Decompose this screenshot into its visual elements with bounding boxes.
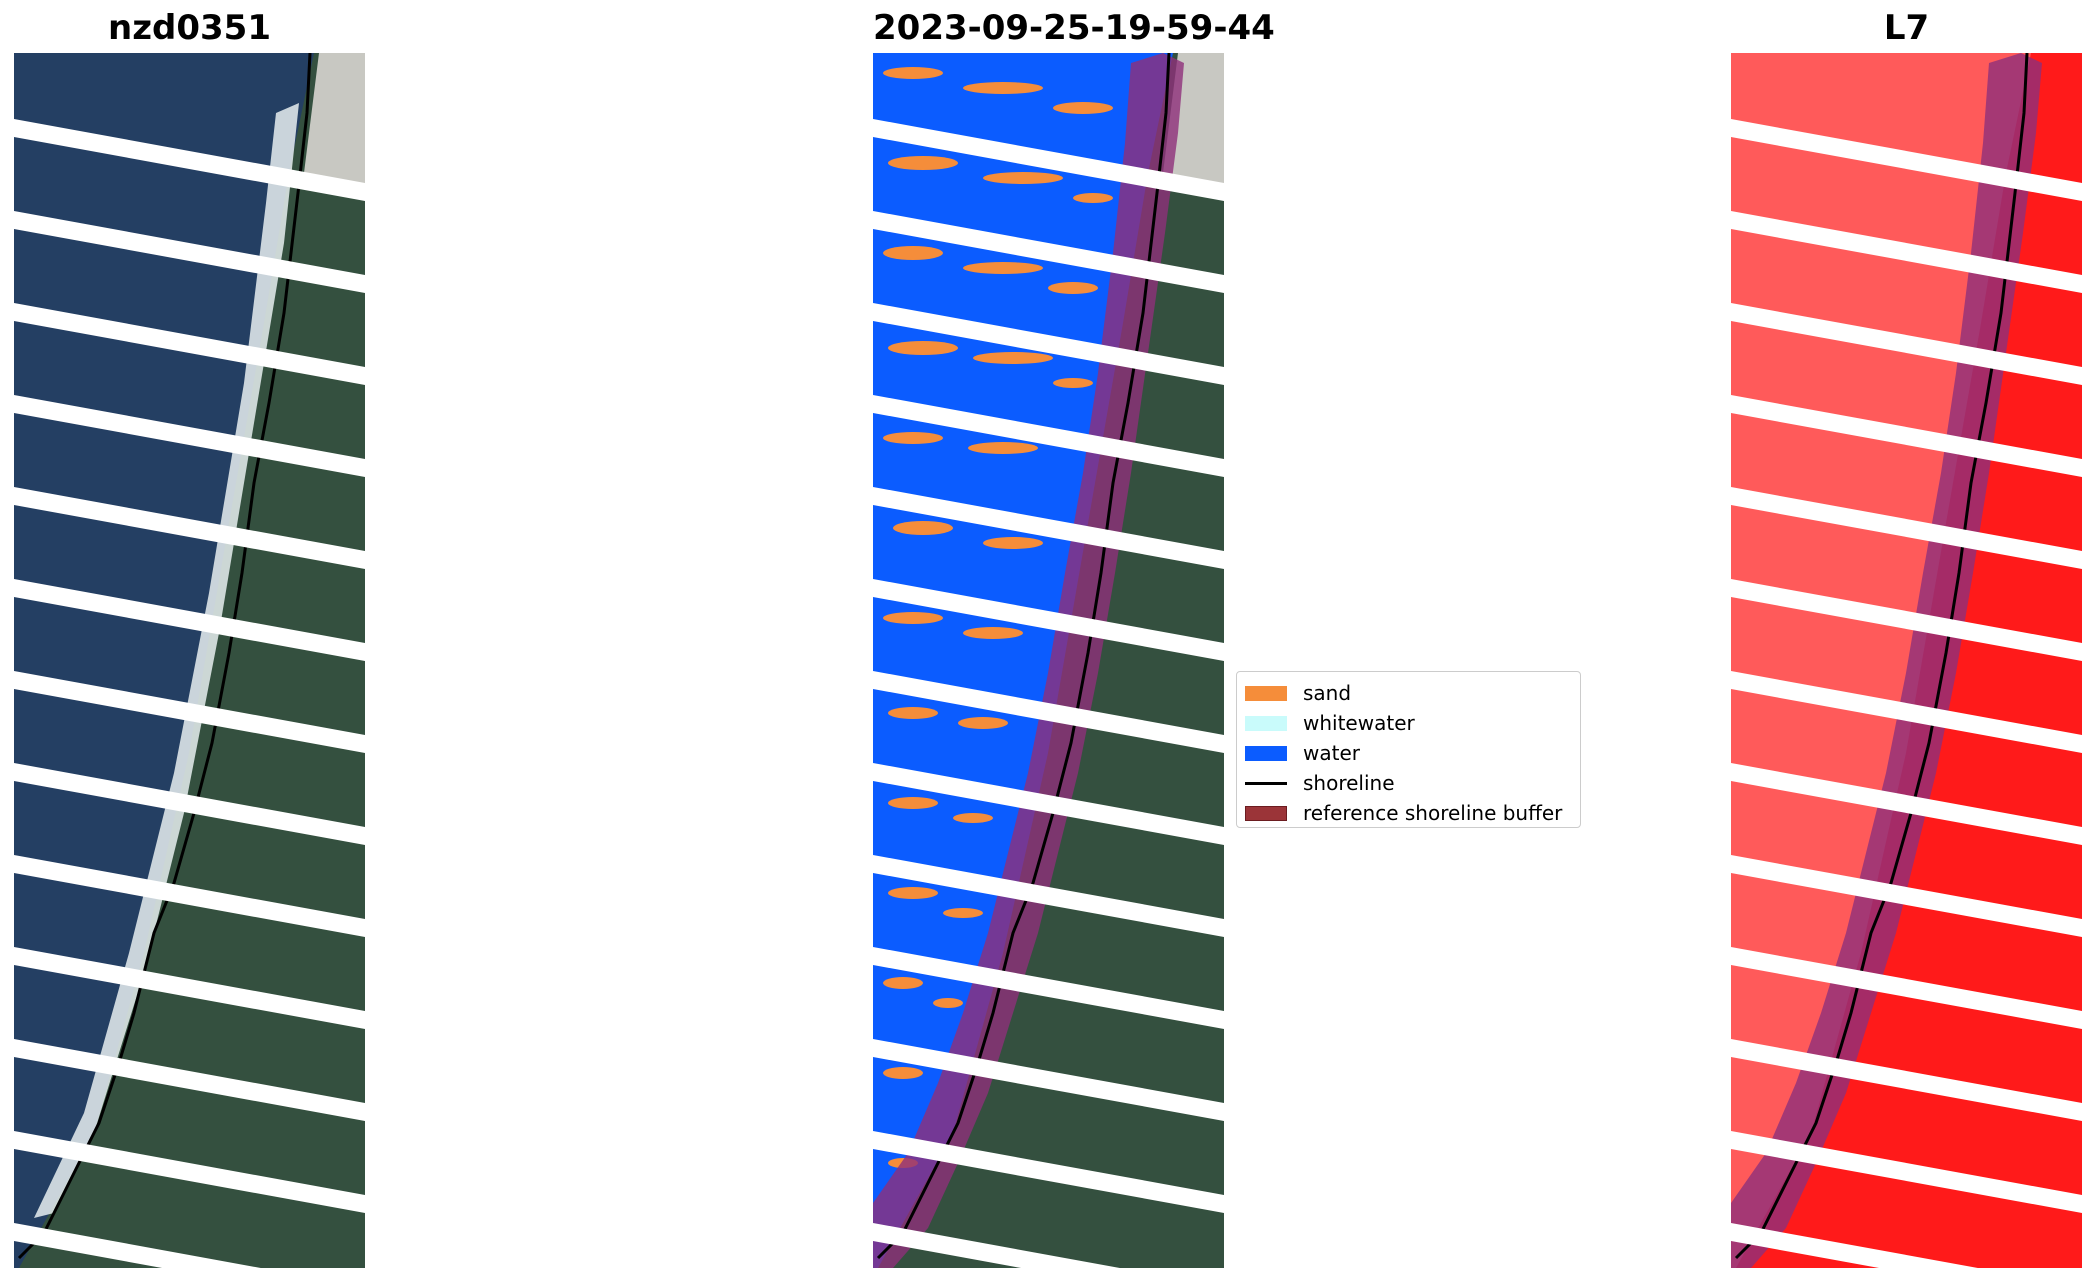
- legend-swatch-water: [1245, 745, 1287, 761]
- legend: sand whitewater water shoreline referenc…: [1236, 671, 1581, 828]
- legend-swatch-buffer: [1245, 805, 1287, 821]
- legend-swatch-shoreline: [1245, 781, 1287, 785]
- legend-label: water: [1303, 741, 1360, 765]
- legend-label: reference shoreline buffer: [1303, 801, 1563, 825]
- panel-title-index: L7: [1883, 8, 1930, 48]
- classified-image-panel: [873, 53, 1224, 1268]
- legend-item-shoreline: shoreline: [1245, 768, 1572, 798]
- shoreline-line: [876, 53, 1171, 1260]
- scan-line-gaps: [873, 119, 1224, 1268]
- legend-item-sand: sand: [1245, 678, 1572, 708]
- legend-item-buffer: reference shoreline buffer: [1245, 798, 1572, 828]
- scan-line-gaps: [14, 119, 365, 1268]
- sand-patches: [883, 67, 1113, 1168]
- index-image-panel: [1731, 53, 2082, 1268]
- rgb-image-panel: [14, 53, 365, 1268]
- shoreline-line: [1734, 53, 2029, 1260]
- panel-title-rgb: nzd0351: [108, 8, 271, 48]
- legend-label: sand: [1303, 681, 1352, 705]
- rgb-satellite-image: [14, 53, 365, 1268]
- legend-item-whitewater: whitewater: [1245, 708, 1572, 738]
- panel-title-classified: 2023-09-25-19-59-44: [873, 8, 1275, 48]
- index-image: [1731, 53, 2082, 1268]
- legend-label: shoreline: [1303, 771, 1395, 795]
- legend-item-water: water: [1245, 738, 1572, 768]
- scan-line-gaps: [1731, 119, 2082, 1268]
- legend-swatch-whitewater: [1245, 715, 1287, 731]
- classified-image: [873, 53, 1224, 1268]
- legend-label: whitewater: [1303, 711, 1415, 735]
- legend-swatch-sand: [1245, 685, 1287, 701]
